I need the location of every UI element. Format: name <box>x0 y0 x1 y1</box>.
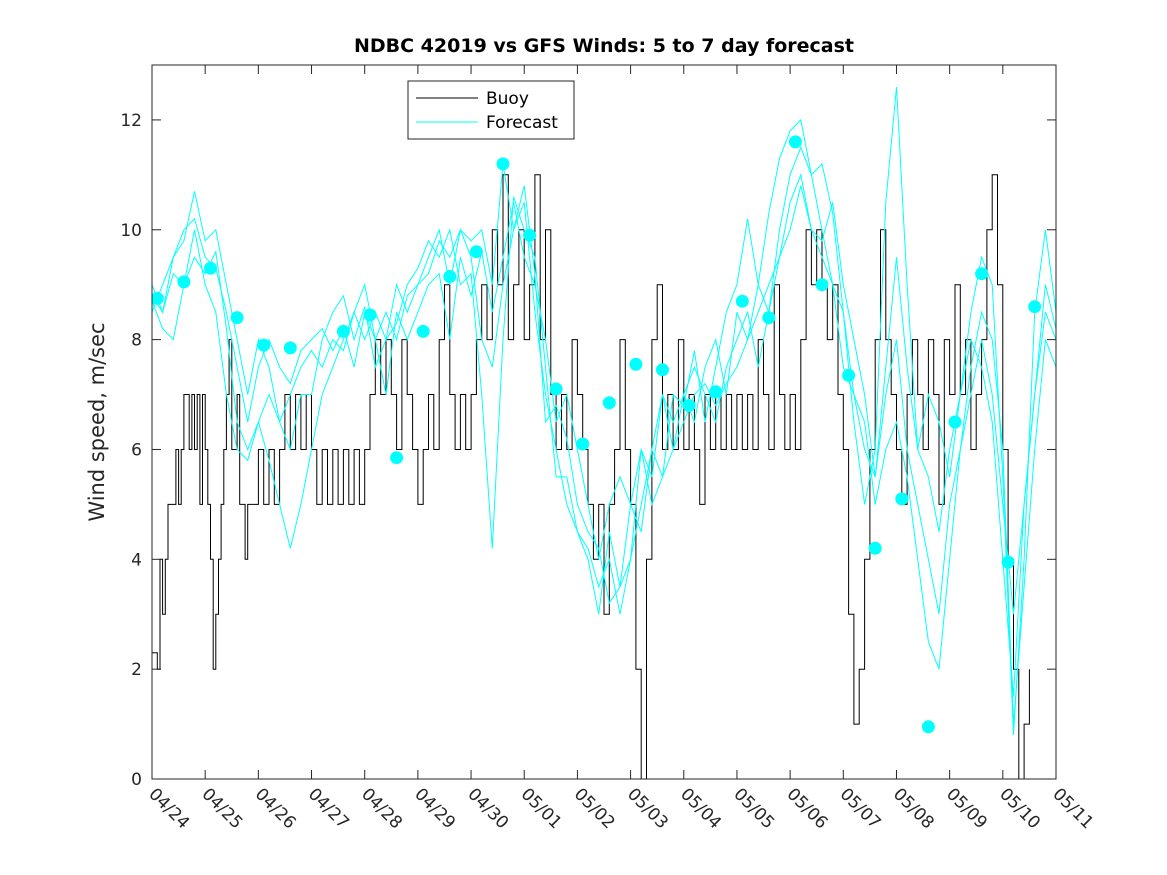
forecast-point-29 <box>948 415 962 429</box>
forecast-point-31 <box>1001 555 1015 569</box>
y-axis: 0 2 4 6 8 10 12 <box>120 111 1056 790</box>
forecast-point-4 <box>257 338 271 352</box>
forecast-point-16 <box>602 396 616 410</box>
forecast-point-32 <box>1028 300 1042 314</box>
forecast-point-6 <box>336 324 350 338</box>
forecast-point-7 <box>363 308 377 322</box>
forecast-point-10 <box>443 270 457 283</box>
forecast-point-23 <box>788 135 802 149</box>
forecast-point-18 <box>656 363 669 377</box>
forecast-point-22 <box>762 311 776 325</box>
legend: Buoy Forecast <box>407 80 575 140</box>
forecast-point-30 <box>975 267 989 281</box>
forecast-point-15 <box>576 437 590 451</box>
series-line-forecast-3 <box>152 86 1056 736</box>
forecast-point-27 <box>895 492 909 506</box>
forecast-point-14 <box>549 382 563 396</box>
y-tick-label: 6 <box>131 440 142 460</box>
forecast-point-26 <box>868 541 882 555</box>
forecast-point-28 <box>921 720 935 734</box>
forecast-point-17 <box>629 357 643 371</box>
forecast-point-5 <box>283 341 297 355</box>
forecast-point-11 <box>469 245 483 259</box>
forecast-point-1 <box>177 275 191 289</box>
legend-box <box>407 80 575 140</box>
y-tick-label: 8 <box>131 331 142 351</box>
y-axis-label: Wind speed, m/sec <box>85 322 109 521</box>
axes-box <box>151 64 1057 780</box>
forecast-point-0 <box>152 291 164 305</box>
forecast-point-12 <box>496 157 510 171</box>
forecast-point-19 <box>682 399 696 412</box>
series-line-forecast-1 <box>152 173 1056 615</box>
forecast-point-24 <box>815 278 829 292</box>
series-line-forecast-4 <box>152 163 1056 697</box>
y-tick-label: 2 <box>131 660 142 680</box>
forecast-point-20 <box>709 385 723 399</box>
forecast-point-9 <box>416 324 430 338</box>
forecast-point-3 <box>230 311 244 325</box>
forecast-point-8 <box>390 451 404 465</box>
y-tick-label: 0 <box>131 770 142 790</box>
y-tick-label: 12 <box>120 111 142 131</box>
forecast-point-21 <box>735 294 749 308</box>
y-tick-label: 10 <box>120 221 142 241</box>
forecast-point-2 <box>204 261 217 275</box>
forecast-point-25 <box>842 368 856 382</box>
chart-title: NDBC 42019 vs GFS Winds: 5 to 7 day fore… <box>354 35 854 57</box>
legend-entry-forecast: Forecast <box>486 113 558 133</box>
legend-entry-buoy: Buoy <box>486 89 529 109</box>
y-tick-label: 4 <box>131 550 142 570</box>
forecast-point-13 <box>523 228 537 242</box>
